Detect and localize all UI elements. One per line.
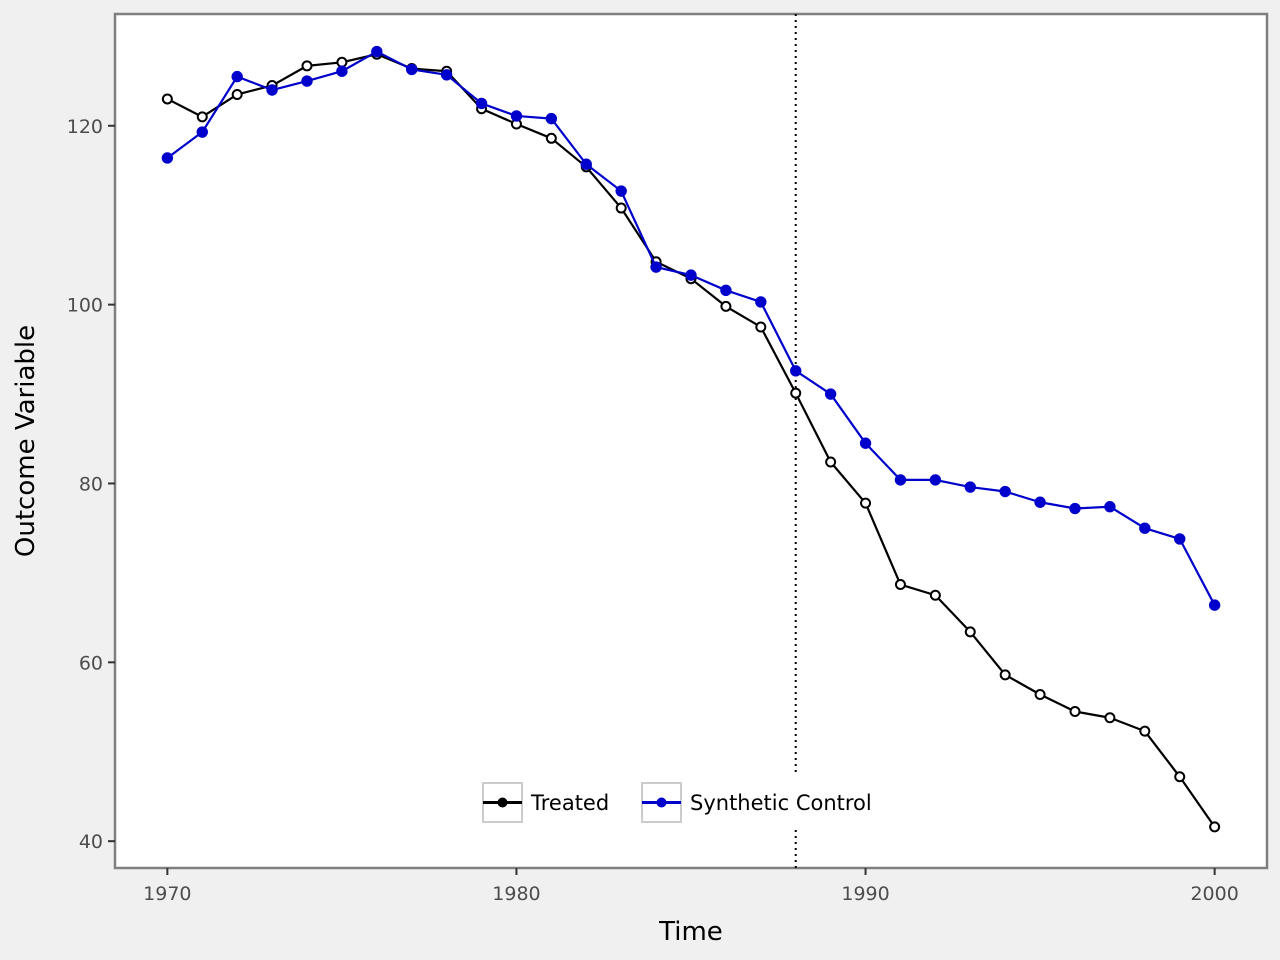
legend: Treated Synthetic Control [462, 774, 921, 830]
legend-background [462, 774, 921, 830]
data-point-treated [790, 387, 802, 399]
data-point-synthetic-control [615, 185, 627, 197]
x-tick-label: 1990 [841, 883, 889, 905]
series-synthetic-control [161, 45, 1221, 611]
legend-key-marker-synthetic-control [656, 797, 667, 808]
legend-key-marker-treated [497, 797, 508, 808]
data-point-treated [999, 669, 1011, 681]
data-point-synthetic-control [720, 284, 732, 297]
x-tick-label: 1970 [143, 883, 191, 905]
data-point-synthetic-control [196, 126, 208, 138]
x-axis: 1970 1980 1990 2000 [143, 868, 1239, 905]
data-point-synthetic-control [859, 437, 872, 449]
data-point-synthetic-control [1034, 496, 1046, 508]
data-point-synthetic-control [824, 388, 837, 400]
data-point-synthetic-control [894, 474, 907, 486]
data-point-synthetic-control [266, 84, 278, 96]
data-point-treated [825, 456, 837, 468]
data-point-treated [336, 56, 348, 68]
data-point-treated [964, 626, 976, 638]
y-axis-title: Outcome Variable [11, 325, 41, 557]
data-point-synthetic-control [580, 158, 592, 170]
data-point-treated [860, 497, 872, 509]
data-point-treated [615, 202, 627, 214]
data-point-treated [1069, 706, 1081, 718]
y-tick-label: 120 [67, 116, 103, 138]
data-point-treated [301, 60, 313, 72]
data-point-treated [1034, 689, 1046, 701]
series-layer [161, 45, 1221, 833]
legend-item-treated: Treated [482, 782, 609, 823]
data-point-treated [545, 132, 557, 144]
data-point-treated [720, 300, 732, 312]
data-point-treated [196, 111, 208, 123]
x-tick-label: 1980 [492, 883, 540, 905]
data-point-synthetic-control [231, 70, 243, 83]
legend-item-synthetic-control: Synthetic Control [641, 782, 872, 823]
x-axis-title: Time [658, 917, 723, 947]
data-point-synthetic-control [440, 69, 453, 81]
data-point-synthetic-control [371, 45, 383, 58]
data-point-treated [1174, 771, 1186, 783]
data-point-synthetic-control [545, 112, 558, 125]
data-point-synthetic-control [510, 110, 523, 122]
data-point-treated [1209, 821, 1221, 833]
y-tick-label: 40 [79, 831, 103, 853]
data-point-synthetic-control [1174, 533, 1186, 545]
x-tick-label: 2000 [1190, 883, 1238, 905]
data-point-treated [1104, 712, 1116, 724]
data-point-treated [929, 589, 941, 601]
data-point-synthetic-control [475, 97, 488, 110]
data-point-synthetic-control [161, 152, 174, 164]
data-point-synthetic-control [1208, 599, 1221, 611]
data-point-synthetic-control [685, 269, 697, 281]
y-axis: 40 60 80 100 120 [67, 116, 115, 853]
y-tick-label: 60 [79, 652, 103, 674]
data-point-treated [161, 93, 173, 105]
data-point-synthetic-control [1104, 501, 1116, 513]
data-point-synthetic-control [1139, 522, 1151, 534]
data-point-synthetic-control [1069, 502, 1081, 515]
legend-label-treated: Treated [530, 791, 609, 815]
data-point-synthetic-control [964, 481, 976, 493]
data-point-synthetic-control [336, 65, 348, 77]
data-point-synthetic-control [755, 296, 767, 308]
data-point-treated [231, 88, 243, 100]
data-point-treated [894, 579, 906, 591]
data-point-synthetic-control [790, 365, 802, 377]
data-point-synthetic-control [929, 474, 942, 486]
data-point-synthetic-control [301, 75, 313, 87]
data-point-synthetic-control [999, 485, 1011, 498]
data-point-synthetic-control [406, 63, 418, 76]
data-point-treated [755, 321, 767, 333]
plot-panel [113, 12, 1269, 870]
legend-label-synthetic-control: Synthetic Control [690, 791, 872, 815]
data-point-synthetic-control [650, 261, 662, 273]
y-tick-label: 80 [79, 473, 103, 495]
y-tick-label: 100 [67, 295, 103, 317]
data-point-treated [1139, 725, 1151, 737]
